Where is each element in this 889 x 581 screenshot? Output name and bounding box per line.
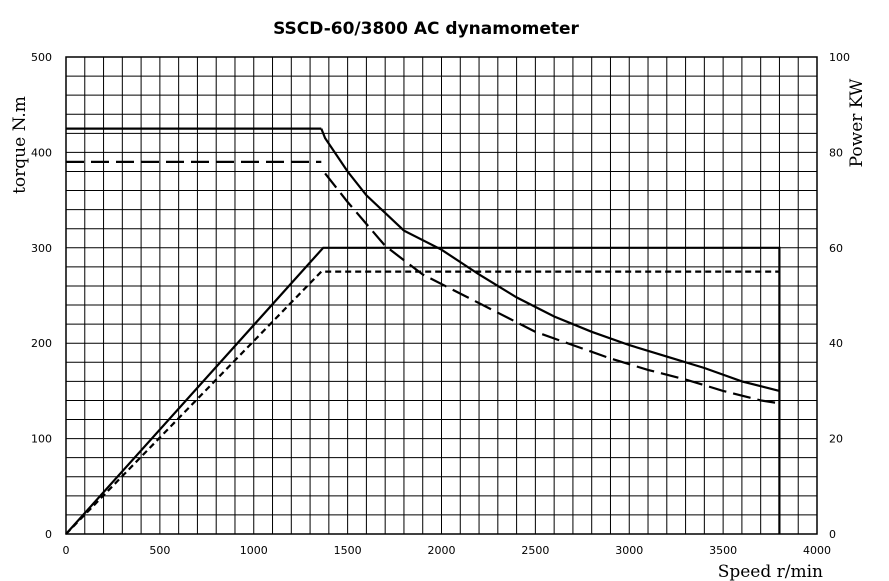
x-tick-label: 4000 — [803, 544, 831, 557]
x-tick-label: 2500 — [521, 544, 549, 557]
chart-title: SSCD-60/3800 AC dynamometer — [273, 19, 579, 39]
series-line-0 — [320, 128, 780, 392]
plot-frame — [65, 56, 818, 535]
y-tick-label-right: 0 — [829, 528, 836, 541]
tick-labels: 0 500 1000 1500 2000 2500 3000 3500 400001002003… — [31, 51, 850, 557]
series-lines — [65, 127, 781, 535]
series-line-5 — [65, 270, 780, 535]
y-tick-label-right: 20 — [829, 433, 843, 446]
x-tick-label: 0 — [63, 544, 70, 557]
y-tick-label-left: 400 — [31, 146, 52, 159]
series-line-2 — [324, 172, 780, 405]
y-tick-label-right: 40 — [829, 337, 843, 350]
x-tick-label: 2000 — [428, 544, 456, 557]
x-tick-label: 3000 — [615, 544, 643, 557]
y-tick-label-left: 500 — [31, 51, 52, 64]
y-tick-label-left: 0 — [45, 528, 52, 541]
y-tick-label-right: 100 — [829, 51, 850, 64]
x-tick-label: 1000 — [240, 544, 268, 557]
y-tick-label-right: 60 — [829, 242, 843, 255]
y-tick-label-right: 80 — [829, 146, 843, 159]
x-tick-label: 3500 — [709, 544, 737, 557]
y-tick-label-left: 300 — [31, 242, 52, 255]
x-tick-label: 1500 — [334, 544, 362, 557]
y-tick-label-left: 200 — [31, 337, 52, 350]
x-axis-label: Speed r/min — [718, 562, 823, 581]
y-axis-right-label: Power KW — [847, 78, 867, 167]
y-tick-label-left: 100 — [31, 433, 52, 446]
series-line-4 — [65, 246, 781, 535]
y-axis-left-label: torque N.m — [10, 96, 30, 194]
x-tick-label: 500 — [149, 544, 170, 557]
